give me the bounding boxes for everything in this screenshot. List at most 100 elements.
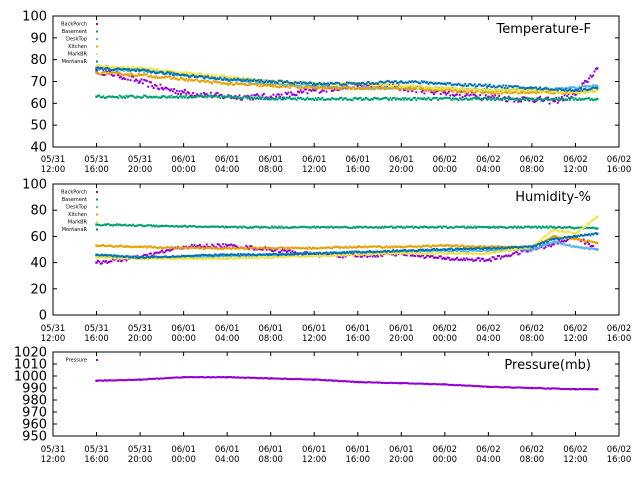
data-point	[580, 88, 582, 90]
x-tick-label-date: 06/01	[215, 155, 240, 165]
legend-swatch	[96, 214, 98, 216]
data-point	[154, 77, 156, 79]
data-point	[289, 87, 291, 89]
data-point	[124, 97, 126, 99]
data-point	[207, 73, 209, 75]
data-point	[489, 84, 491, 86]
data-point	[579, 86, 581, 88]
data-point	[281, 80, 283, 82]
data-point	[142, 67, 144, 69]
x-tick-label-date: 06/01	[302, 155, 327, 165]
data-point	[530, 89, 532, 91]
data-point	[276, 99, 278, 101]
legend-label: Kitchen	[68, 212, 87, 218]
data-point	[298, 91, 300, 93]
data-point	[136, 80, 138, 82]
x-tick-label-time: 08:00	[520, 165, 545, 175]
data-point	[142, 82, 144, 84]
data-point	[551, 98, 553, 100]
data-point	[268, 80, 270, 82]
data-point	[184, 89, 186, 91]
x-tick-label-date: 06/01	[171, 155, 196, 165]
data-point	[543, 91, 545, 93]
data-point	[169, 96, 171, 98]
data-point	[564, 91, 566, 93]
data-point	[130, 79, 132, 81]
x-tick-label-time: 12:00	[41, 334, 66, 344]
data-point	[594, 70, 596, 72]
data-point	[278, 94, 280, 96]
x-tick-label-date: 06/02	[563, 324, 588, 334]
data-point	[426, 81, 428, 83]
x-tick-label-date: 05/31	[84, 445, 109, 455]
data-point	[486, 252, 488, 254]
data-point	[159, 84, 161, 86]
x-tick-label-date: 06/02	[607, 155, 632, 165]
data-point	[494, 94, 496, 96]
y-tick-label: 40	[30, 141, 47, 156]
data-point	[414, 255, 416, 257]
data-point	[482, 258, 484, 260]
data-point	[159, 97, 161, 99]
data-point	[462, 96, 464, 98]
y-tick-label: 60	[30, 97, 47, 112]
data-point	[595, 242, 597, 244]
x-tick-label-date: 05/31	[128, 324, 153, 334]
data-point	[268, 84, 270, 86]
y-tick-label: 70	[30, 75, 47, 90]
data-point	[564, 90, 566, 92]
data-point	[355, 247, 357, 249]
data-point	[125, 260, 127, 262]
x-tick-label-date: 06/01	[389, 445, 414, 455]
data-point	[101, 67, 103, 69]
data-point	[355, 88, 357, 90]
data-point	[387, 83, 389, 85]
data-point	[489, 97, 491, 99]
data-point	[486, 86, 488, 88]
data-point	[419, 82, 421, 84]
data-point	[158, 88, 160, 90]
data-point	[315, 89, 317, 91]
data-point	[442, 383, 444, 385]
data-point	[105, 260, 107, 262]
data-point	[592, 245, 594, 247]
x-tick-label-date: 06/01	[215, 324, 240, 334]
data-point	[433, 93, 435, 95]
x-tick-label-time: 00:00	[433, 165, 458, 175]
data-point	[355, 226, 357, 228]
x-tick-label-time: 16:00	[84, 334, 109, 344]
data-point	[549, 232, 551, 234]
data-point	[573, 235, 575, 237]
data-point	[457, 99, 459, 101]
x-tick-label-time: 12:00	[563, 165, 588, 175]
x-tick-label-date: 06/01	[215, 445, 240, 455]
data-point	[592, 74, 594, 76]
panel-title: Humidity-%	[515, 190, 591, 205]
data-point	[242, 77, 244, 79]
x-tick-label-date: 06/01	[389, 155, 414, 165]
series-Basement	[95, 95, 598, 102]
legend-swatch	[96, 229, 98, 231]
data-point	[138, 246, 140, 248]
data-point	[188, 92, 190, 94]
data-point	[159, 225, 161, 227]
x-tick-label-date: 06/01	[346, 445, 371, 455]
data-point	[491, 95, 493, 97]
data-point	[442, 257, 444, 259]
x-tick-label-date: 05/31	[84, 324, 109, 334]
data-point	[573, 238, 575, 240]
legend-label: Pressure	[66, 358, 87, 364]
data-point	[187, 80, 189, 82]
data-point	[368, 81, 370, 83]
data-point	[485, 83, 487, 85]
data-point	[290, 227, 292, 229]
x-tick-label-time: 12:00	[563, 455, 588, 465]
data-point	[452, 91, 454, 93]
x-tick-label-time: 12:00	[563, 334, 588, 344]
x-tick-label-date: 06/02	[607, 445, 632, 455]
data-point	[279, 82, 281, 84]
data-point	[181, 247, 183, 249]
data-point	[312, 256, 314, 258]
data-point	[551, 227, 553, 229]
data-point	[276, 82, 278, 84]
